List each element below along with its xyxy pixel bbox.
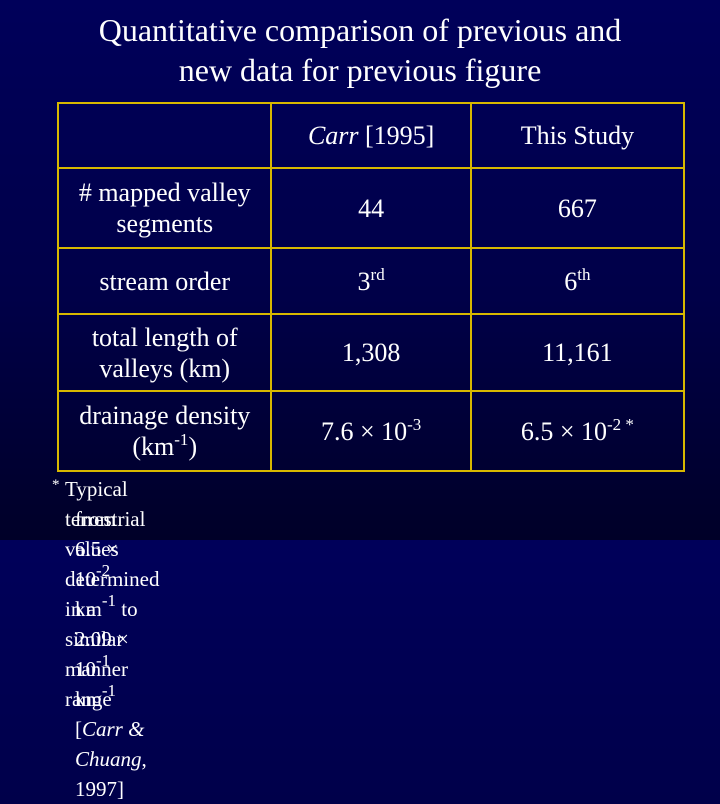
title-line: Quantitative comparison of previous and	[98, 12, 622, 48]
superscript: rd	[370, 264, 385, 284]
text-run: 3	[357, 266, 371, 296]
superscript: -1	[101, 591, 117, 610]
value-cell: 7.6 × 10-3	[270, 390, 472, 472]
value-cell: 44	[270, 167, 472, 249]
text-run: 44	[358, 193, 385, 223]
text-run: 6.5 × 10	[520, 416, 608, 446]
text-run: Carr	[307, 121, 359, 150]
text-run: 11,161	[542, 338, 613, 367]
slide-title: Quantitative comparison of previous and n…	[0, 10, 720, 90]
text-run: This Study	[520, 121, 635, 150]
text-run: 7.6 × 10	[320, 416, 408, 446]
header-cell: This Study	[469, 102, 686, 169]
superscript: -2	[96, 561, 111, 580]
comparison-table: Carr [1995] This Study # mapped valley seg…	[56, 102, 686, 472]
text-run: # mapped valley segments	[78, 178, 258, 238]
header-cell	[56, 102, 273, 169]
text-run: 1,308	[341, 338, 401, 367]
superscript: -3	[407, 414, 422, 434]
text-run: [1995]	[358, 121, 435, 150]
value-cell: 1,308	[270, 313, 472, 392]
superscript: -1	[174, 430, 189, 449]
value-cell: 3rd	[270, 247, 472, 315]
text-run: )	[188, 432, 198, 461]
header-row: Carr [1995] This Study	[56, 102, 686, 169]
superscript: th	[577, 264, 591, 284]
table-row: stream order 3rd 6th	[56, 247, 686, 315]
text-run: Carr & Chuang	[75, 717, 150, 771]
superscript: -1	[96, 651, 111, 670]
value-cell: 6.5 × 10-2 *	[469, 390, 686, 472]
text-run: total length of valleys (km)	[91, 322, 245, 383]
superscript: -2 *	[607, 414, 634, 434]
slide: Quantitative comparison of previous and n…	[0, 0, 720, 540]
table-row: total length of valleys (km) 1,308 11,161	[56, 313, 686, 392]
text-run: 667	[557, 193, 597, 223]
table-row: drainage density (km-1) 7.6 × 10-3 6.5 × 1…	[56, 390, 686, 472]
footnote-line: from 6.5 × 10-2 km-1 to 2.09 × 10-1 km-1…	[75, 504, 147, 804]
table-row: # mapped valley segments 44 667	[56, 167, 686, 249]
value-cell: 11,161	[469, 313, 686, 392]
value-cell: 667	[469, 167, 686, 249]
text-run: drainage density (km	[79, 401, 257, 461]
row-label: stream order	[56, 247, 273, 315]
value-cell: 6th	[469, 247, 686, 315]
row-label: drainage density (km-1)	[56, 390, 273, 472]
row-label: # mapped valley segments	[56, 167, 273, 249]
text-run: stream order	[99, 266, 231, 296]
title-line: new data for previous figure	[178, 52, 542, 88]
superscript: -1	[101, 681, 117, 700]
footnote-marker: *	[52, 477, 60, 493]
row-label: total length of valleys (km)	[56, 313, 273, 392]
text-run: 6	[564, 266, 578, 296]
header-cell: Carr [1995]	[270, 102, 472, 169]
